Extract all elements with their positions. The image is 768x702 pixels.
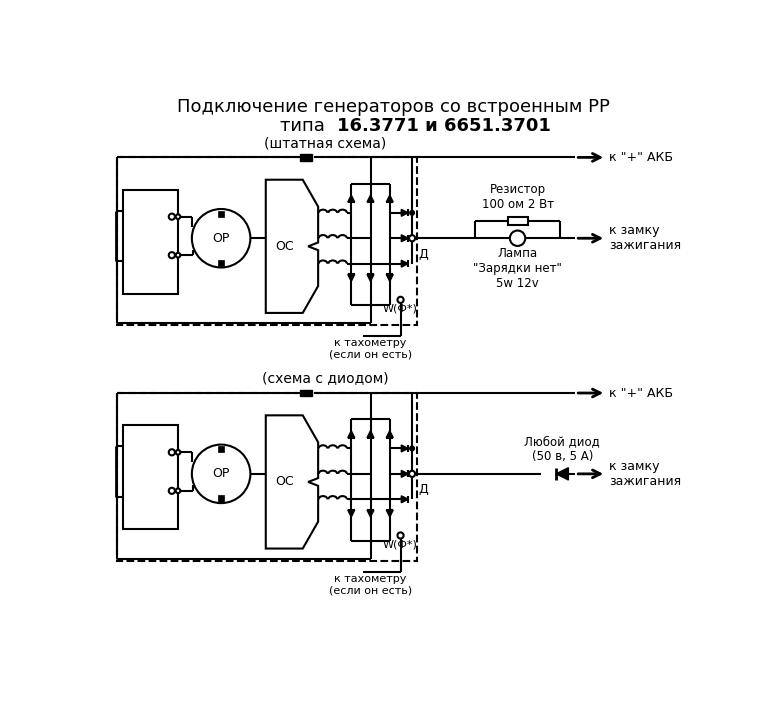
Text: Резистор
100 ом 2 Вт: Резистор 100 ом 2 Вт (482, 183, 554, 211)
Circle shape (510, 230, 525, 246)
Circle shape (176, 214, 180, 219)
Polygon shape (402, 496, 409, 503)
Polygon shape (402, 470, 409, 477)
Text: ОС: ОС (276, 240, 294, 253)
Polygon shape (386, 431, 393, 437)
Bar (123, 190, 178, 293)
Polygon shape (386, 274, 393, 282)
Text: Д: Д (419, 248, 428, 260)
Polygon shape (556, 468, 568, 480)
Circle shape (410, 446, 415, 451)
Text: ОС: ОС (276, 475, 294, 489)
Circle shape (176, 489, 180, 493)
Text: Д: Д (419, 483, 428, 496)
Polygon shape (402, 445, 409, 452)
Circle shape (176, 253, 180, 258)
Circle shape (169, 449, 175, 456)
Bar (218, 260, 224, 266)
Bar (118, 157, 418, 325)
Text: Ш: Ш (127, 446, 140, 459)
Polygon shape (386, 510, 393, 517)
Text: ОР: ОР (213, 468, 230, 480)
Text: (штатная схема): (штатная схема) (264, 137, 386, 151)
Circle shape (192, 444, 250, 503)
Polygon shape (386, 195, 393, 202)
Text: W(Ф*): W(Ф*) (383, 304, 418, 314)
Polygon shape (367, 510, 374, 517)
Circle shape (169, 213, 175, 220)
Polygon shape (348, 195, 355, 202)
Polygon shape (348, 510, 355, 517)
Text: к "+" АКБ: к "+" АКБ (609, 387, 674, 399)
Circle shape (398, 532, 404, 538)
Text: РН: РН (142, 196, 159, 209)
Bar (218, 211, 224, 217)
Polygon shape (402, 234, 409, 241)
Text: к замку
зажигания: к замку зажигания (609, 224, 681, 252)
Circle shape (176, 450, 180, 455)
Circle shape (398, 297, 404, 303)
Bar (123, 425, 178, 529)
Bar (508, 218, 528, 225)
Polygon shape (348, 274, 355, 282)
Text: РН: РН (142, 432, 159, 444)
Text: В: В (127, 484, 135, 497)
Text: В: В (127, 249, 135, 262)
Bar (300, 390, 312, 397)
Circle shape (192, 209, 250, 267)
Bar (300, 154, 312, 161)
Text: ОР: ОР (213, 232, 230, 245)
Bar (218, 496, 224, 502)
Text: Любой диод
(50 в, 5 А): Любой диод (50 в, 5 А) (525, 435, 600, 463)
Text: к замку
зажигания: к замку зажигания (609, 460, 681, 488)
Bar (218, 446, 224, 452)
Circle shape (169, 252, 175, 258)
Circle shape (409, 471, 415, 477)
Polygon shape (367, 195, 374, 202)
Circle shape (410, 211, 415, 215)
Text: 16.3771 и 6651.3701: 16.3771 и 6651.3701 (336, 117, 551, 135)
Text: к тахометру
(если он есть): к тахометру (если он есть) (329, 338, 412, 360)
Polygon shape (348, 431, 355, 437)
Text: к "+" АКБ: к "+" АКБ (609, 151, 674, 164)
Text: Ш: Ш (127, 210, 140, 223)
Text: (схема с диодом): (схема с диодом) (262, 371, 389, 385)
Circle shape (169, 488, 175, 494)
Polygon shape (367, 431, 374, 437)
Text: типа: типа (280, 117, 336, 135)
Polygon shape (402, 209, 409, 216)
Text: Подключение генераторов со встроенным РР: Подключение генераторов со встроенным РР (177, 98, 610, 116)
Circle shape (409, 235, 415, 241)
Bar (118, 393, 418, 561)
Text: Лампа
"Зарядки нет"
5w 12v: Лампа "Зарядки нет" 5w 12v (473, 248, 562, 291)
Text: к тахометру
(если он есть): к тахометру (если он есть) (329, 574, 412, 595)
Polygon shape (367, 274, 374, 282)
Polygon shape (402, 260, 409, 267)
Text: W(Ф*): W(Ф*) (383, 539, 418, 549)
